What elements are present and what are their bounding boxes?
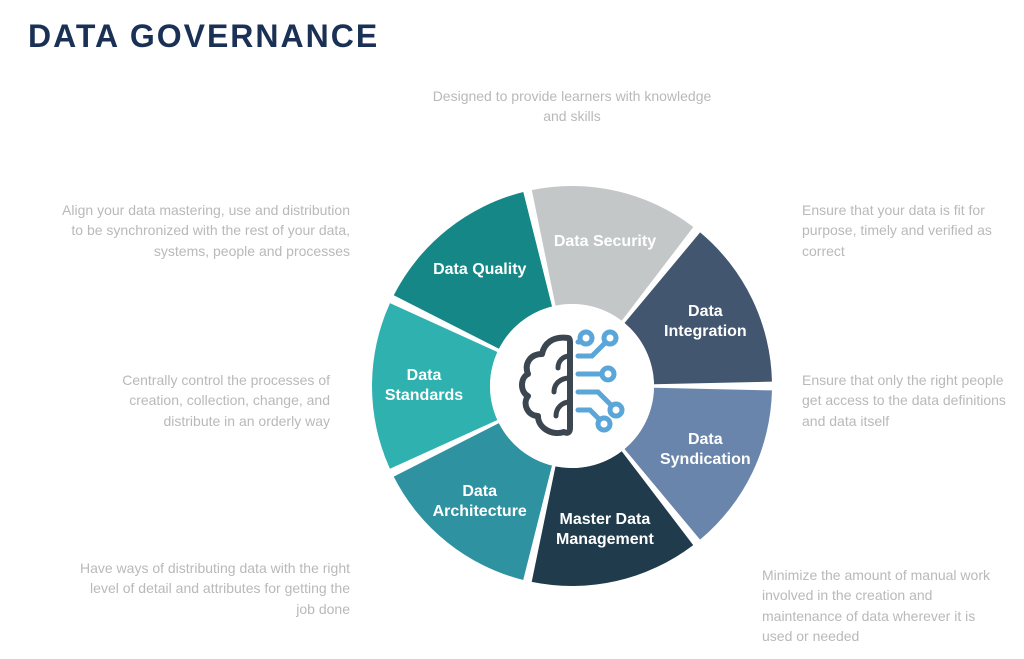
segment-description: Ensure that only the right people get ac… (802, 370, 1012, 431)
segment-description: Designed to provide learners with knowle… (422, 86, 722, 127)
segment-description: Minimize the amount of manual work invol… (762, 565, 1002, 646)
segment-description: Have ways of distributing data with the … (70, 558, 350, 619)
diagram-stage: DataStandardsDesigned to provide learner… (0, 0, 1024, 659)
segment-description: Centrally control the processes of creat… (70, 370, 330, 431)
segment-description: Ensure that your data is fit for purpose… (802, 200, 1012, 261)
segment-description: Align your data mastering, use and distr… (50, 200, 350, 261)
